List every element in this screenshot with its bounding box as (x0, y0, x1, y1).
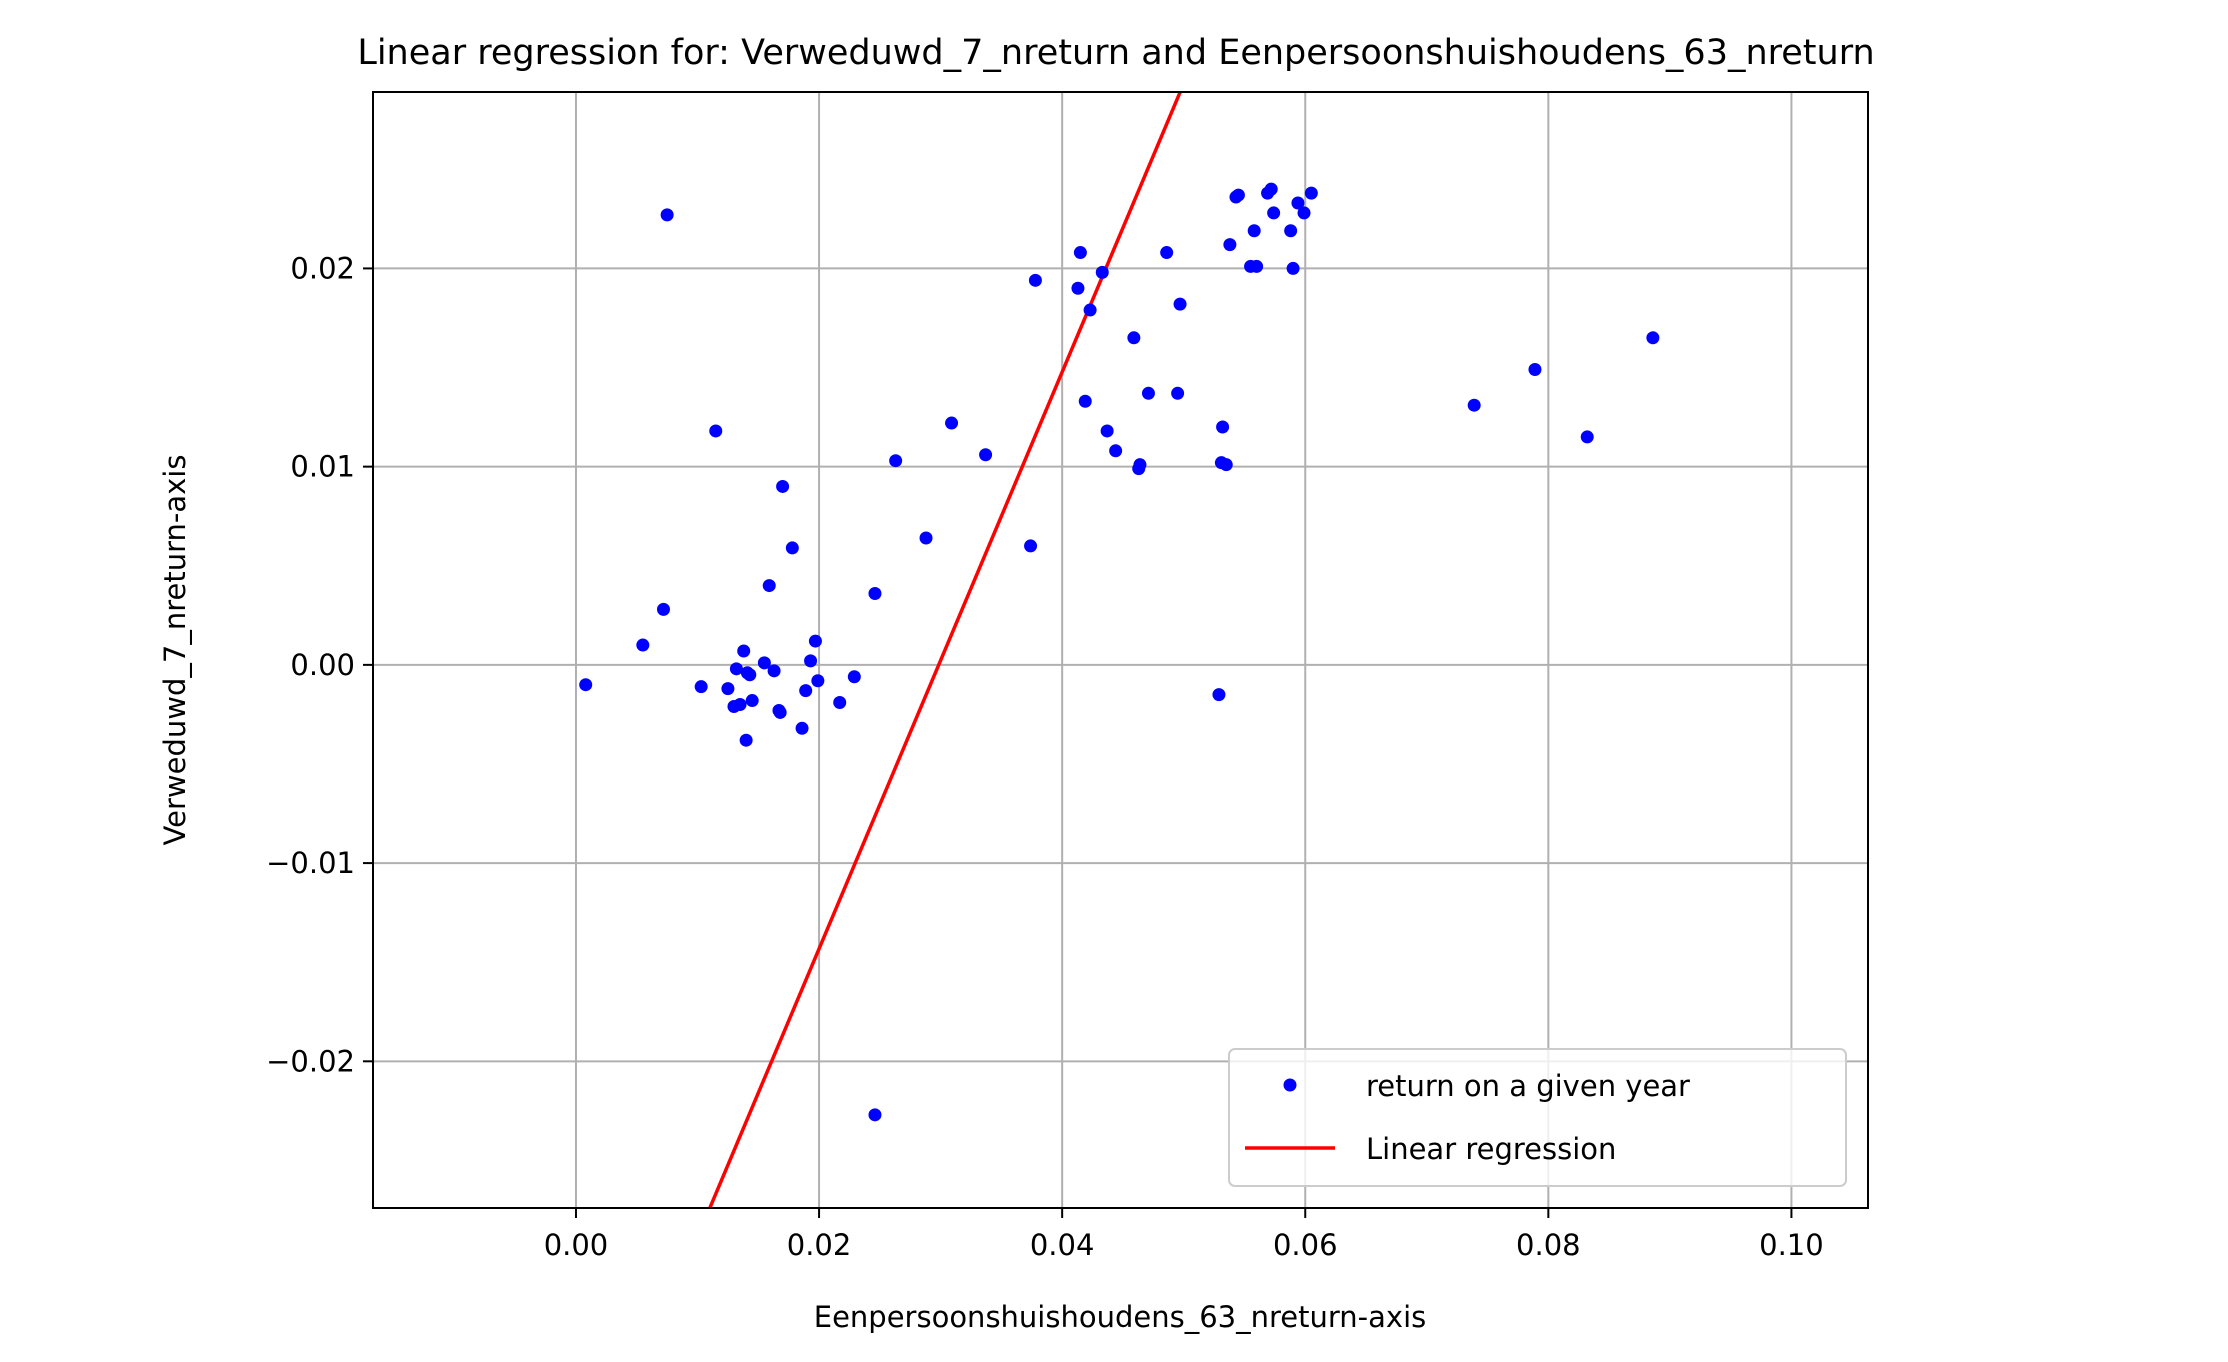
scatter-point (1267, 206, 1281, 220)
x-tick-label: 0.10 (1759, 1228, 1824, 1262)
scatter-point (804, 654, 818, 668)
scatter-point (811, 674, 825, 688)
scatter-point (847, 670, 861, 684)
legend-marker-points (1283, 1078, 1297, 1092)
scatter-point (919, 531, 933, 545)
scatter-point (1286, 261, 1300, 275)
x-tick-label: 0.02 (787, 1228, 852, 1262)
scatter-point (721, 682, 735, 696)
scatter-point (1231, 188, 1245, 202)
scatter-point (1291, 196, 1305, 210)
scatter-point (1212, 688, 1226, 702)
y-tick-label: −0.01 (266, 846, 355, 880)
scatter-point (1247, 224, 1261, 238)
scatter-point (1100, 424, 1114, 438)
scatter-point (660, 208, 674, 222)
y-axis-ticks: −0.02 −0.01 0.00 0.01 0.02 (266, 251, 373, 1078)
grid (373, 92, 1868, 1208)
legend: return on a given year Linear regression (1228, 1048, 1847, 1187)
scatter-point (694, 680, 708, 694)
scatter-point (762, 579, 776, 593)
chart-title: Linear regression for: Verweduwd_7_nretu… (357, 33, 1874, 73)
scatter-point (1467, 398, 1481, 412)
x-axis-ticks: 0.00 0.02 0.04 0.06 0.08 0.10 (544, 1208, 1824, 1262)
x-tick-label: 0.04 (1030, 1228, 1095, 1262)
scatter-point (1078, 394, 1092, 408)
scatter-point (1133, 458, 1147, 472)
scatter-point (799, 684, 813, 698)
scatter-point (1095, 265, 1109, 279)
x-tick-label: 0.00 (544, 1228, 609, 1262)
scatter-point (729, 662, 743, 676)
y-tick-label: 0.01 (290, 450, 355, 484)
x-tick-label: 0.08 (1516, 1228, 1581, 1262)
y-tick-label: 0.00 (290, 648, 355, 682)
scatter-point (1173, 297, 1187, 311)
scatter-point (808, 634, 822, 648)
scatter-point (945, 416, 959, 430)
plot-frame (372, 91, 1869, 1209)
legend-label-line: Linear regression (1366, 1132, 1616, 1166)
scatter-points (579, 182, 1660, 1122)
scatter-point (773, 705, 787, 719)
y-tick-label: −0.02 (266, 1044, 355, 1078)
scatter-point (785, 541, 799, 555)
scatter-point (868, 1108, 882, 1122)
scatter-point (733, 698, 747, 712)
scatter-point (795, 721, 809, 735)
scatter-point (1264, 182, 1278, 196)
scatter-point (1028, 273, 1042, 287)
scatter-point (1250, 259, 1264, 273)
scatter-point (1646, 331, 1660, 345)
scatter-point (1284, 224, 1298, 238)
scatter-point (1304, 186, 1318, 200)
scatter-point (709, 424, 723, 438)
scatter-point (1071, 281, 1085, 295)
scatter-point (1216, 420, 1230, 434)
scatter-point (1073, 246, 1087, 260)
scatter-point (1223, 238, 1237, 252)
scatter-point (579, 678, 593, 692)
scatter-point (739, 733, 753, 747)
x-tick-label: 0.06 (1273, 1228, 1338, 1262)
legend-label-points: return on a given year (1366, 1069, 1690, 1103)
scatter-point (745, 694, 759, 708)
y-axis-label: Verweduwd_7_nreturn-axis (158, 455, 192, 846)
scatter-point (656, 602, 670, 616)
scatter-point (1171, 386, 1185, 400)
scatter-point (1219, 458, 1233, 472)
scatter-point (757, 656, 771, 670)
scatter-point (1083, 303, 1097, 317)
scatter-point (636, 638, 650, 652)
scatter-point (737, 644, 751, 658)
scatter-point (1297, 206, 1311, 220)
scatter-point (1160, 246, 1174, 260)
scatter-point (889, 454, 903, 468)
scatter-point (776, 479, 790, 493)
scatter-point (1127, 331, 1141, 345)
scatter-point (743, 668, 757, 682)
scatter-point (767, 664, 781, 678)
x-axis-label: Eenpersoonshuishoudens_63_nreturn-axis (814, 1300, 1426, 1334)
legend-box (1228, 1048, 1847, 1187)
scatter-point (1141, 386, 1155, 400)
y-tick-label: 0.02 (290, 251, 355, 285)
scatter-point (979, 448, 993, 462)
scatter-point (1528, 363, 1542, 377)
scatter-point (1109, 444, 1123, 458)
scatter-point (868, 587, 882, 601)
scatter-point (1580, 430, 1594, 444)
scatter-point (1024, 539, 1038, 553)
scatter-point (833, 696, 847, 710)
